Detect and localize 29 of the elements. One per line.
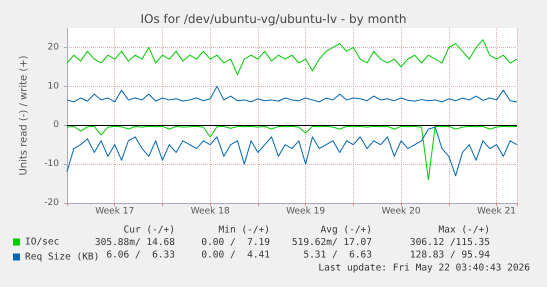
text: 5.31 / 6.63 xyxy=(303,250,372,260)
text: Max (-/+) xyxy=(438,224,490,236)
text: 306.12 /115.35 xyxy=(410,237,490,248)
text: 0.00 / 4.41 xyxy=(201,250,270,260)
y-tick-label: 20 xyxy=(48,42,60,52)
chart-title: IOs for /dev/ubuntu-vg/ubuntu-lv - by month xyxy=(140,12,407,26)
y-axis-title: Units read (-) / write (+) xyxy=(18,55,30,176)
y-tick-label: -20 xyxy=(44,198,60,208)
y-tick-label: 0 xyxy=(53,120,60,130)
text: 6.06 / 6.33 xyxy=(106,250,175,260)
y-tick-label: -10 xyxy=(44,159,60,170)
text: 128.83 / 95.94 xyxy=(410,250,490,260)
x-tick-label: Week 17 xyxy=(95,206,134,216)
x-tick-label: Week 19 xyxy=(286,206,326,216)
text: Cur (-/+) xyxy=(124,224,175,236)
text: 519.62m/ 17.07 xyxy=(292,237,372,248)
text: Avg (-/+) xyxy=(320,224,372,236)
legend-label: Req Size (KB) xyxy=(25,252,100,262)
legend-label: IO/sec xyxy=(25,236,60,248)
text: Min (-/+) xyxy=(218,224,270,236)
text: 0.00 / 7.19 xyxy=(201,237,270,248)
y-tick-label: 10 xyxy=(48,81,60,92)
line-series xyxy=(66,86,518,102)
text: 305.88m/ 14.68 xyxy=(94,237,176,248)
line-series xyxy=(66,39,518,76)
x-tick-label: Week 20 xyxy=(382,206,421,216)
text: Last update: Fri May 22 03:40:43 2026 xyxy=(318,262,530,274)
x-tick-label: Week 21 xyxy=(477,206,516,216)
x-tick-label: Week 18 xyxy=(190,206,230,216)
